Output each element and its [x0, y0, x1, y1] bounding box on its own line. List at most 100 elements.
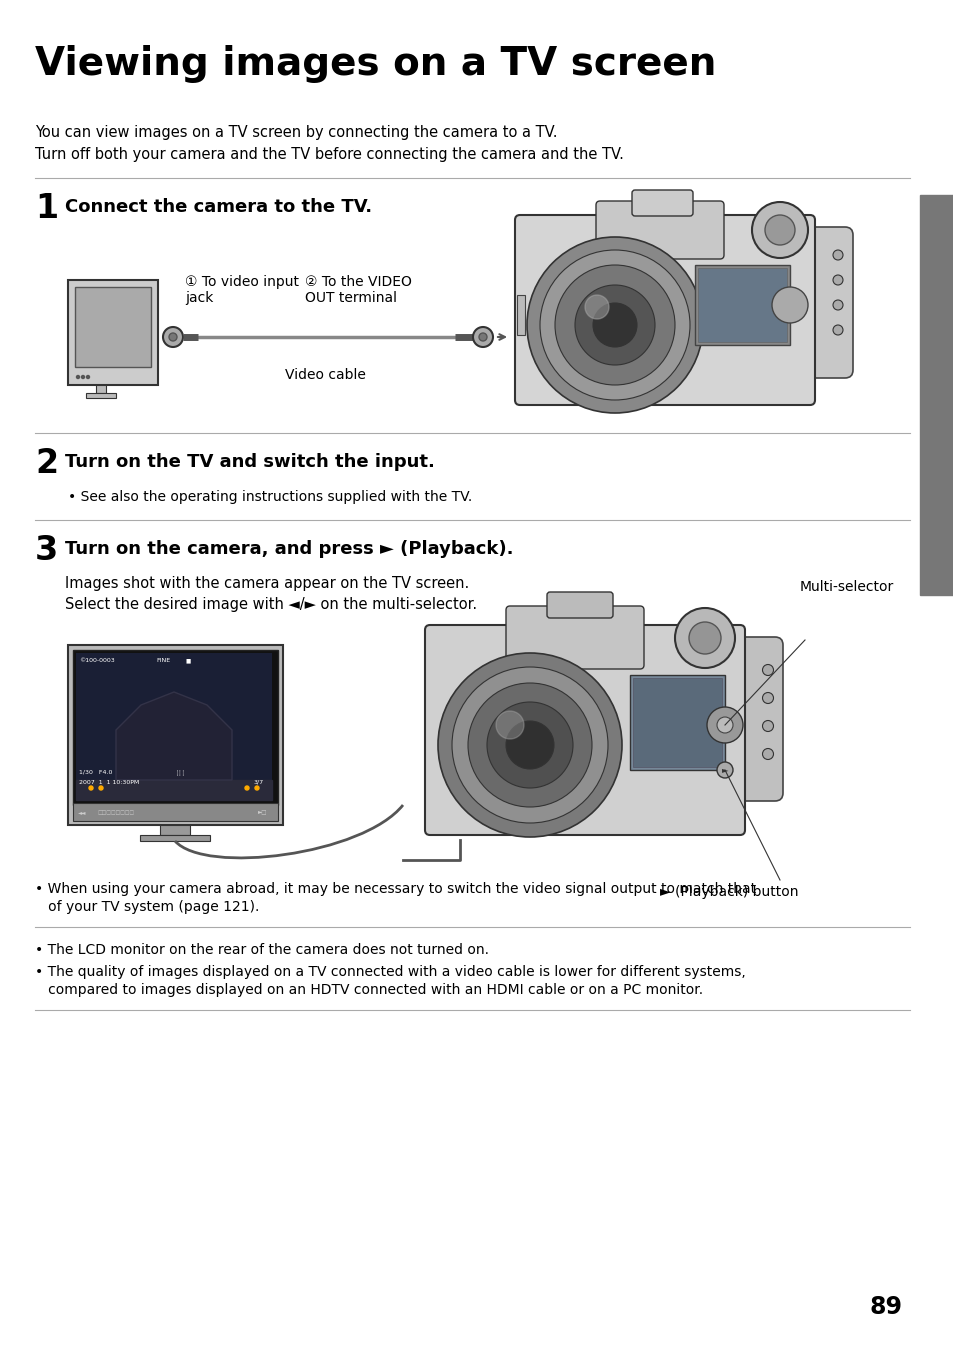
Circle shape [478, 332, 486, 341]
Circle shape [437, 653, 621, 837]
Text: • When using your camera abroad, it may be necessary to switch the video signal : • When using your camera abroad, it may … [35, 882, 756, 896]
Circle shape [81, 376, 85, 379]
Text: You can view images on a TV screen by connecting the camera to a TV.: You can view images on a TV screen by co… [35, 125, 557, 140]
Text: Viewing images on a TV screen: Viewing images on a TV screen [35, 45, 716, 83]
Circle shape [706, 707, 742, 744]
Bar [160, 825, 190, 835]
Text: ► (Playback) button: ► (Playback) button [659, 885, 798, 898]
Bar [68, 280, 158, 385]
Text: Turn off both your camera and the TV before connecting the camera and the TV.: Turn off both your camera and the TV bef… [35, 147, 623, 161]
Bar [76, 653, 272, 801]
Text: ■: ■ [186, 658, 191, 664]
Bar [75, 286, 151, 366]
Circle shape [99, 786, 103, 790]
Circle shape [832, 275, 842, 285]
FancyBboxPatch shape [515, 214, 814, 404]
Text: 3/7: 3/7 [253, 780, 264, 784]
FancyBboxPatch shape [596, 201, 723, 259]
Text: ① To video input: ① To video input [185, 275, 298, 289]
Circle shape [584, 294, 608, 319]
Text: • See also the operating instructions supplied with the TV.: • See also the operating instructions su… [68, 490, 472, 503]
FancyBboxPatch shape [726, 636, 782, 801]
FancyBboxPatch shape [631, 190, 692, 216]
Circle shape [254, 786, 258, 790]
Polygon shape [116, 692, 232, 780]
Text: ② To the VIDEO: ② To the VIDEO [305, 275, 412, 289]
Text: FINE: FINE [156, 658, 170, 664]
Text: ►: ► [721, 765, 727, 775]
Text: Select the desired image with ◄/► on the multi-selector.: Select the desired image with ◄/► on the… [65, 597, 476, 612]
Bar [517, 294, 524, 335]
Text: • The quality of images displayed on a TV connected with a video cable is lower : • The quality of images displayed on a T… [35, 965, 745, 978]
Text: Using the viewing functions: Using the viewing functions [931, 318, 941, 472]
Circle shape [526, 237, 702, 413]
Circle shape [675, 608, 734, 668]
Text: ◄◄: ◄◄ [78, 810, 87, 816]
Circle shape [593, 303, 637, 347]
Circle shape [717, 763, 732, 778]
Text: OUT terminal: OUT terminal [305, 290, 396, 305]
Bar [96, 385, 106, 394]
Circle shape [539, 250, 689, 400]
Bar [140, 835, 210, 841]
Circle shape [486, 702, 573, 788]
Circle shape [555, 265, 675, 385]
Circle shape [89, 786, 92, 790]
Bar [698, 267, 786, 342]
Bar [629, 674, 724, 769]
Circle shape [505, 721, 554, 769]
Bar [695, 265, 789, 345]
Circle shape [751, 202, 807, 258]
Text: of your TV system (page 121).: of your TV system (page 121). [35, 900, 259, 915]
Text: Connect the camera to the TV.: Connect the camera to the TV. [65, 198, 372, 216]
Text: □□□□□□□□: □□□□□□□□ [98, 810, 135, 816]
Circle shape [245, 786, 249, 790]
Text: ©100-0003: ©100-0003 [79, 658, 114, 664]
Text: Images shot with the camera appear on the TV screen.: Images shot with the camera appear on th… [65, 575, 469, 592]
Text: Turn on the TV and switch the input.: Turn on the TV and switch the input. [65, 453, 435, 471]
Text: jack: jack [185, 290, 213, 305]
Text: Turn on the camera, and press ► (Playback).: Turn on the camera, and press ► (Playbac… [65, 540, 513, 558]
Circle shape [832, 300, 842, 309]
Circle shape [468, 683, 592, 807]
Circle shape [169, 332, 177, 341]
Text: 1/30   F4.0: 1/30 F4.0 [79, 769, 112, 775]
Bar [919, 195, 953, 594]
Circle shape [473, 327, 493, 347]
Circle shape [452, 668, 607, 822]
Bar [76, 780, 272, 801]
Circle shape [87, 376, 90, 379]
FancyBboxPatch shape [424, 626, 744, 835]
Bar [633, 678, 721, 767]
FancyBboxPatch shape [505, 607, 643, 669]
FancyBboxPatch shape [796, 227, 852, 379]
Text: ►□: ►□ [257, 810, 267, 816]
Text: 89: 89 [869, 1295, 902, 1319]
Circle shape [688, 622, 720, 654]
Text: 1: 1 [35, 191, 58, 225]
Circle shape [76, 376, 79, 379]
Circle shape [575, 285, 655, 365]
Text: • The LCD monitor on the rear of the camera does not turned on.: • The LCD monitor on the rear of the cam… [35, 943, 489, 957]
Circle shape [771, 286, 807, 323]
Text: 2: 2 [35, 446, 58, 480]
Bar [86, 394, 116, 398]
Circle shape [764, 214, 794, 246]
Text: Video cable: Video cable [285, 368, 366, 383]
Text: compared to images displayed on an HDTV connected with an HDMI cable or on a PC : compared to images displayed on an HDTV … [35, 982, 702, 997]
Circle shape [832, 250, 842, 261]
Circle shape [832, 324, 842, 335]
Circle shape [761, 692, 773, 703]
Text: Multi-selector: Multi-selector [800, 579, 893, 594]
Circle shape [717, 716, 732, 733]
Circle shape [761, 749, 773, 760]
Text: 2007  1  1 10:30PM: 2007 1 1 10:30PM [79, 780, 139, 784]
Circle shape [761, 665, 773, 676]
Bar [73, 650, 277, 805]
Text: ┆┆┆: ┆┆┆ [175, 769, 186, 776]
Circle shape [163, 327, 183, 347]
FancyBboxPatch shape [546, 592, 613, 617]
Circle shape [496, 711, 523, 740]
Bar [73, 803, 277, 821]
Circle shape [761, 721, 773, 731]
